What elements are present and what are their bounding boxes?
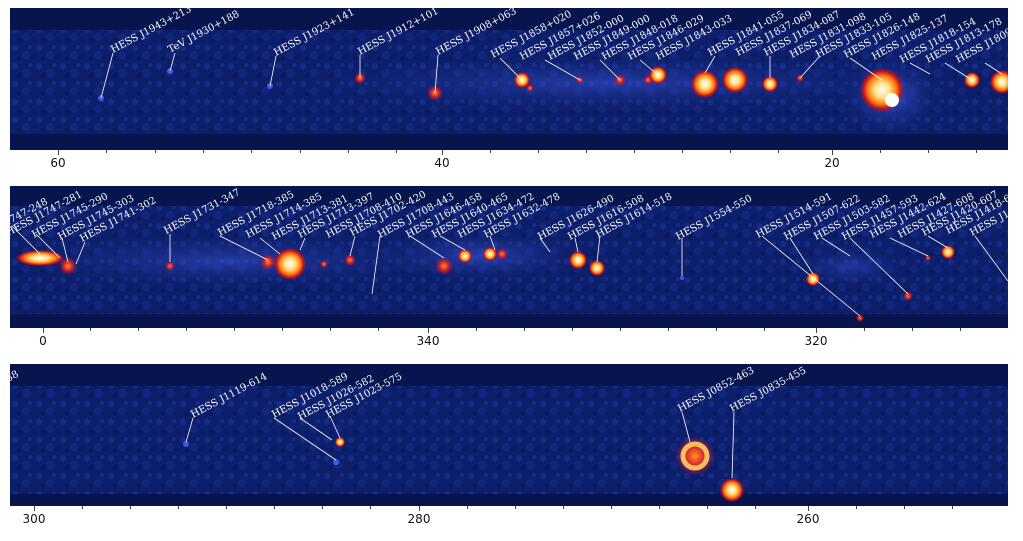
sky-map-panel-middle: 1747-248 HESS J1747-281 HESS J1745-290 H… [10, 186, 1008, 328]
tick-label: 260 [796, 512, 820, 526]
pointer-lines [100, 52, 1003, 99]
longitude-axis-top: 60 40 20 [10, 150, 1008, 176]
tick-label: 60 [50, 156, 66, 170]
tick-label: 280 [407, 512, 431, 526]
tick-label: 40 [434, 156, 450, 170]
longitude-axis-bottom: 300 280 260 [10, 506, 1008, 532]
pointer-lines [185, 411, 735, 479]
gamma-ray-sources [183, 436, 744, 502]
tick-label: 340 [416, 334, 440, 348]
tick-label: 0 [39, 334, 47, 348]
sky-map-panel-bottom: 38 HESS J1119-614 HESS J1018-589 HESS J1… [10, 364, 1008, 506]
tick-label: 320 [804, 334, 828, 348]
pointer-lines [11, 225, 1008, 317]
sky-map-panel-top: HESS J1943+213 TeV J1930+188 HESS J1923+… [10, 8, 1008, 150]
tick-label: 20 [824, 156, 840, 170]
gamma-ray-sources [16, 245, 955, 322]
longitude-axis-middle: 0 340 320 [10, 328, 1008, 354]
source-label: 38 [10, 369, 21, 385]
tick-label: 300 [22, 512, 46, 526]
